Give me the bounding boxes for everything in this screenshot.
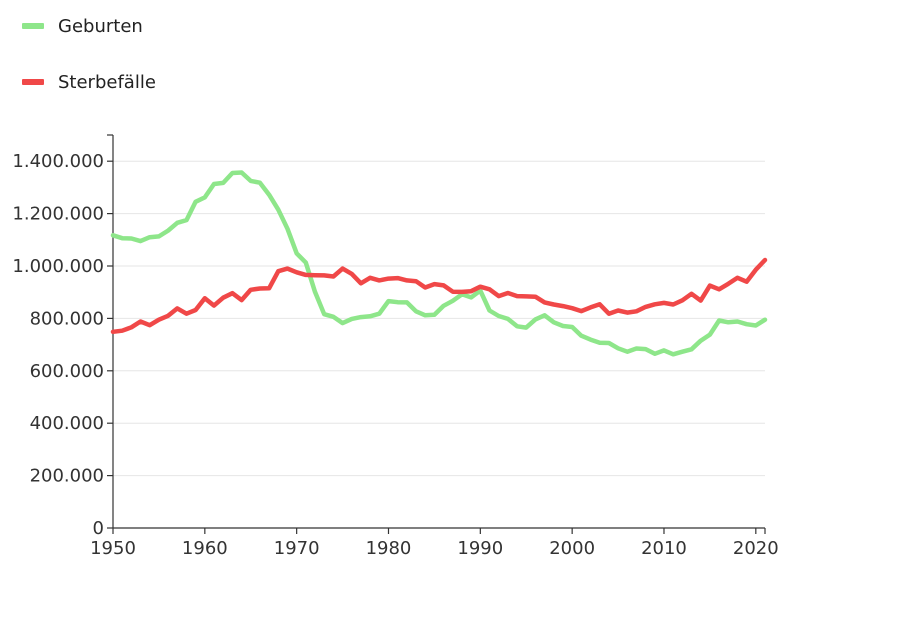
y-tick-label: 400.000	[30, 413, 104, 434]
y-tick-label: 200.000	[30, 466, 104, 487]
legend-label-sterbefaelle: Sterbefälle	[58, 71, 156, 93]
x-tick-label: 1980	[366, 538, 412, 559]
x-tick-label: 2020	[733, 538, 779, 559]
y-tick-label: 1.400.000	[12, 151, 104, 172]
legend-item-sterbefaelle[interactable]: Sterbefälle	[22, 68, 156, 96]
x-tick-label: 1950	[90, 538, 136, 559]
series-lines	[110, 170, 768, 357]
y-axis: 0 200.000 400.000 600.000 800.000 1.000.000 1.…	[12, 134, 114, 539]
legend: Geburten Sterbefälle	[22, 12, 156, 124]
legend-swatch-sterbefaelle	[22, 79, 44, 85]
series-line-sterbefaelle[interactable]	[110, 257, 768, 335]
y-tick-label: 1.200.000	[12, 204, 104, 225]
y-tick-label: 800.000	[30, 308, 104, 329]
x-tick-label: 1960	[182, 538, 228, 559]
x-tick-label: 1990	[457, 538, 503, 559]
legend-label-geburten: Geburten	[58, 15, 143, 37]
x-tick-label: 1970	[274, 538, 320, 559]
x-axis: 1950 1960 1970 1980 1990 2000 2010 2020	[90, 527, 779, 559]
legend-swatch-geburten	[22, 23, 44, 29]
series-line-geburten[interactable]	[110, 170, 768, 357]
y-tick-label: 0	[93, 518, 104, 539]
x-tick-label: 2000	[549, 538, 595, 559]
legend-item-geburten[interactable]: Geburten	[22, 12, 156, 40]
x-tick-label: 2010	[641, 538, 687, 559]
gridlines	[113, 160, 765, 477]
y-tick-label: 1.000.000	[12, 256, 104, 277]
y-tick-label: 600.000	[30, 361, 104, 382]
